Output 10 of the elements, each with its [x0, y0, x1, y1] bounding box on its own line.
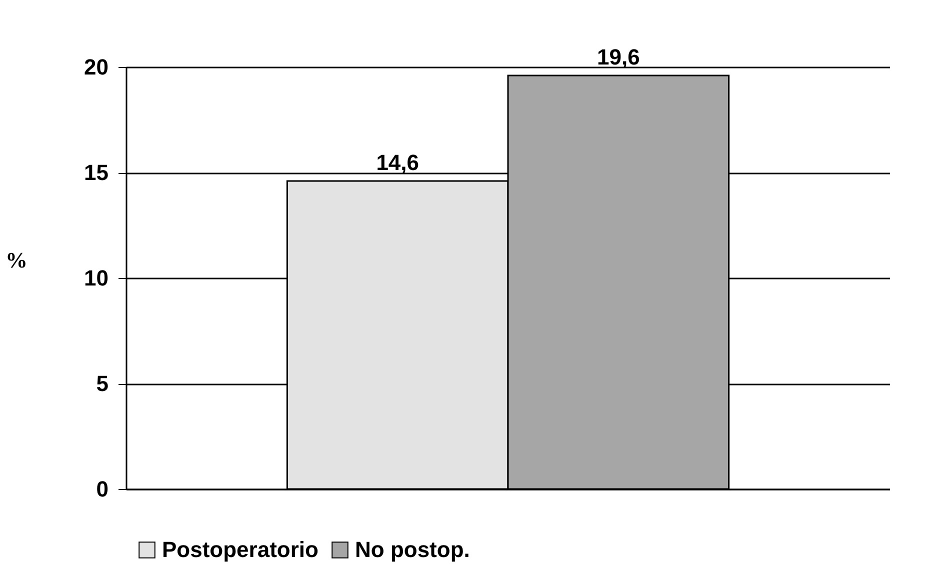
y-tick-label: 15	[84, 160, 108, 185]
y-tick-label: 0	[96, 476, 108, 502]
data-label: 14,6	[376, 150, 420, 175]
y-tick-label: 10	[84, 266, 108, 290]
legend-label: Postoperatorio	[162, 537, 318, 562]
legend-label: No postop.	[355, 537, 470, 562]
y-tick-label: 20	[84, 54, 108, 80]
y-axis-title: %	[6, 248, 28, 272]
data-label: 19,6	[596, 44, 640, 70]
y-tick-label: 5	[96, 371, 108, 396]
